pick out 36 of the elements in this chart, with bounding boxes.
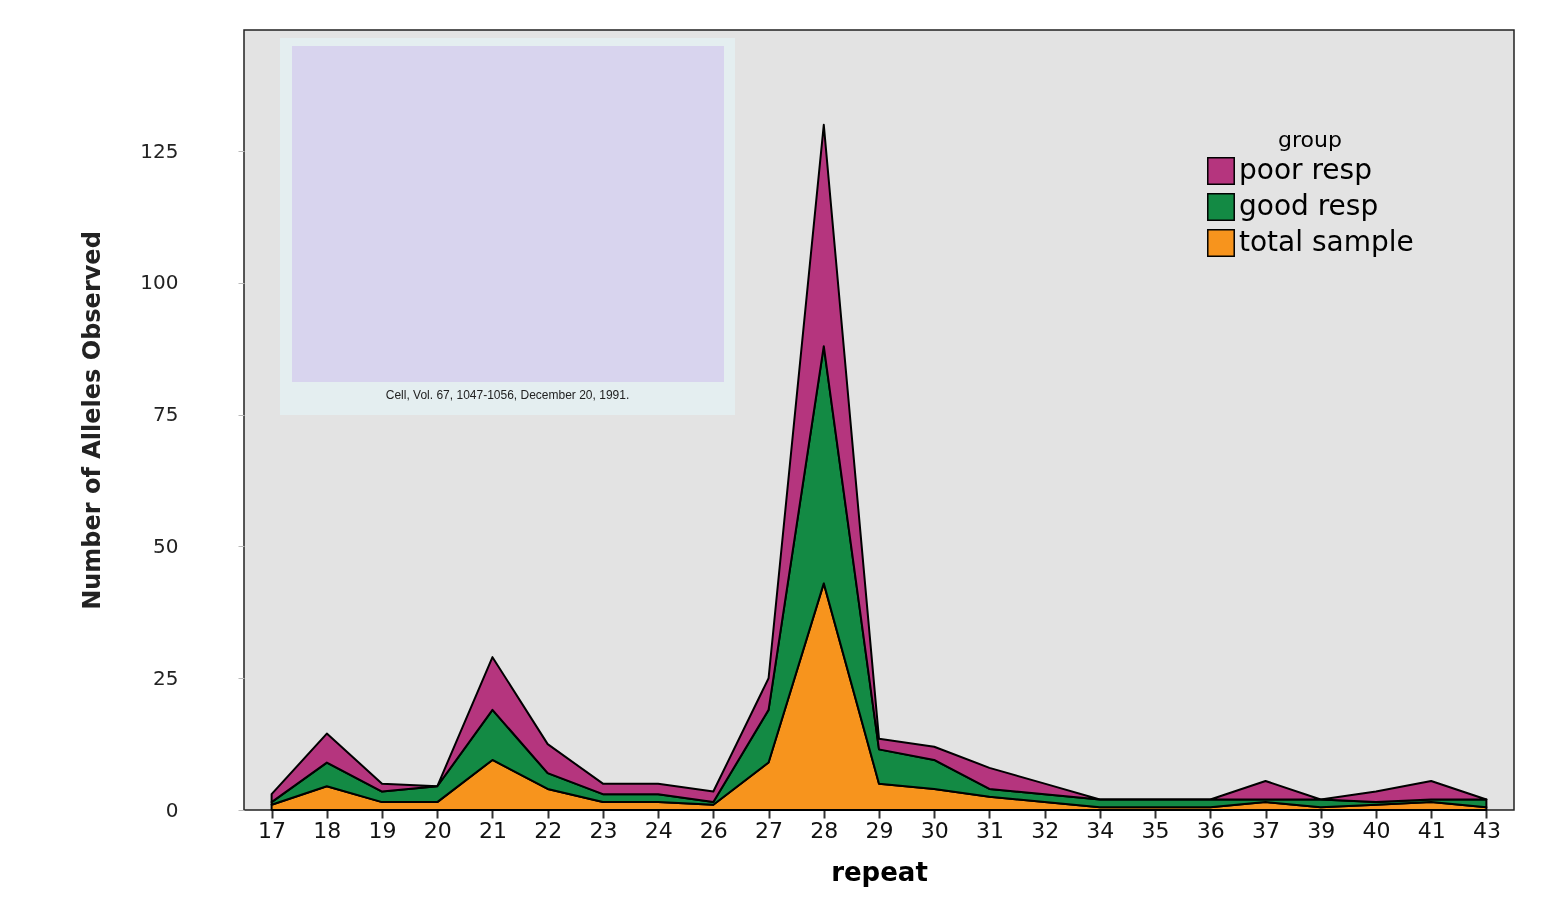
x-tick-label: 18 (313, 817, 342, 843)
x-tick-label: 27 (755, 817, 784, 843)
x-tick-label: 40 (1362, 817, 1391, 843)
x-tick-label: 34 (1086, 817, 1115, 843)
x-tick-label: 32 (1031, 817, 1060, 843)
x-tick-label: 39 (1307, 817, 1336, 843)
x-tick-label: 17 (258, 817, 287, 843)
x-tick-label: 30 (920, 817, 949, 843)
annotation: Cell, Vol. 67, 1047-1056, December 20, 1991. (384, 388, 631, 402)
x-tick-label: 28 (810, 817, 839, 843)
x-tick-label: 26 (699, 817, 728, 843)
legend-label: good resp (1239, 189, 1379, 222)
y-tick-label: 75 (153, 402, 179, 427)
x-axis-title: repeat (831, 856, 928, 887)
x-tick-label: 37 (1252, 817, 1281, 843)
x-tick-label: 22 (534, 817, 563, 843)
y-tick-label: 125 (140, 138, 179, 163)
y-tick-label: 25 (153, 665, 179, 690)
y-tick-label: 100 (140, 270, 179, 295)
y-tick-label: 50 (153, 533, 179, 558)
x-tick-label: 23 (589, 817, 618, 843)
x-tick-label: 29 (865, 817, 894, 843)
x-tick-label: 21 (478, 817, 507, 843)
legend-label: total sample (1239, 225, 1414, 258)
y-axis-title: Number of Alleles Observed (78, 231, 107, 610)
x-tick-label: 36 (1196, 817, 1225, 843)
x-tick-label: 41 (1417, 817, 1446, 843)
x-tick-label: 20 (423, 817, 452, 843)
x-tick-label: 43 (1472, 817, 1501, 843)
legend-label: poor resp (1239, 153, 1372, 186)
y-tick-label: 0 (165, 797, 179, 822)
x-tick-label: 35 (1141, 817, 1170, 843)
x-tick-label: 31 (975, 817, 1004, 843)
x-tick-label: 19 (368, 817, 397, 843)
x-tick-label: 24 (644, 817, 673, 843)
legend-title: group (1278, 127, 1342, 152)
